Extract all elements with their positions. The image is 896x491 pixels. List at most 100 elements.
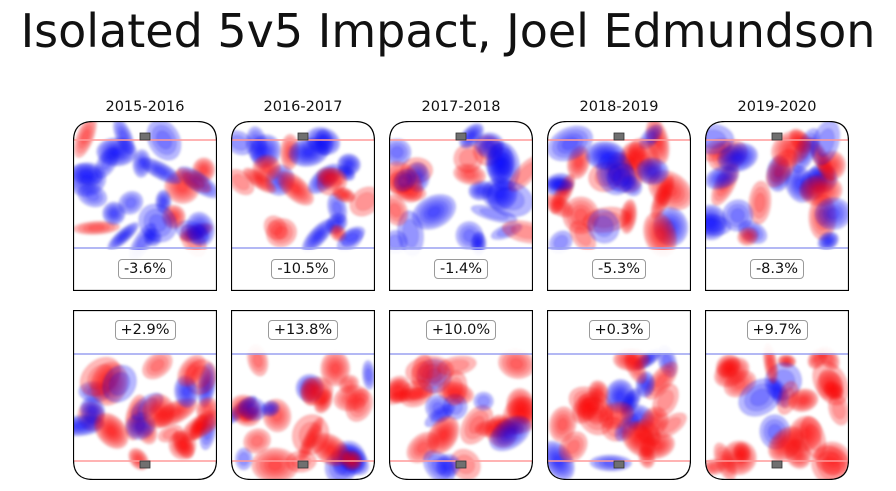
defence-rink: +2.9% (73, 310, 217, 480)
negative-impact-blob (238, 397, 267, 421)
contour-level (503, 428, 517, 439)
contour-level (325, 173, 336, 182)
goal-net (771, 132, 783, 141)
positive-impact-blob (329, 224, 347, 242)
contour-level (182, 386, 190, 397)
rink-svg (705, 121, 849, 291)
contour-level (154, 166, 167, 175)
contour-level (496, 158, 504, 168)
contour-level (574, 226, 592, 246)
contour-level (612, 168, 631, 187)
positive-impact-blob (715, 354, 741, 378)
contour-level (724, 363, 732, 370)
heat-layer (389, 123, 533, 291)
contour-level (826, 207, 840, 220)
contour-level (647, 167, 658, 176)
defence-rink: +0.3% (547, 310, 691, 480)
contour-level (274, 226, 289, 240)
contour-level (330, 363, 340, 374)
positive-impact-blob (768, 426, 804, 462)
positive-impact-blob (231, 169, 255, 196)
negative-impact-blob (738, 378, 782, 417)
contour-level (738, 448, 746, 456)
contour-level (557, 418, 568, 431)
contour-level (75, 422, 88, 429)
offence-rink: -1.4% (389, 121, 533, 291)
positive-impact-blob (547, 194, 573, 218)
positive-impact-blob (389, 194, 408, 226)
rink-outline (231, 310, 375, 480)
negative-impact-blob (288, 137, 329, 167)
negative-impact-blob (722, 199, 754, 232)
positive-impact-blob (172, 431, 195, 459)
positive-impact-blob (619, 199, 637, 234)
contour-level (566, 439, 580, 454)
contour-level (125, 197, 137, 209)
positive-impact-blob (73, 121, 97, 158)
season-label: 2015-2016 (105, 99, 185, 115)
positive-impact-blob (427, 416, 460, 454)
contour-level (397, 173, 412, 188)
negative-impact-blob (587, 209, 620, 244)
offence-rink: -8.3% (705, 121, 849, 291)
positive-impact-blob (643, 212, 677, 258)
contour-level (182, 172, 205, 188)
contour-level (108, 372, 131, 396)
contour-level (468, 132, 475, 140)
positive-impact-blob (652, 383, 679, 418)
negative-impact-blob (102, 365, 137, 403)
positive-impact-blob (94, 412, 129, 449)
contour-level (408, 387, 424, 400)
defence-rink: +9.7% (705, 310, 849, 480)
contour-level (709, 464, 718, 471)
contour-level (88, 406, 97, 415)
positive-impact-blob (181, 410, 217, 442)
contour-level (805, 424, 822, 451)
positive-impact-blob (816, 370, 844, 401)
negative-impact-blob (636, 157, 669, 185)
rink-outline (231, 121, 375, 291)
season-label: 2017-2018 (421, 99, 501, 115)
negative-impact-blob (186, 212, 215, 247)
offence-rink: -3.6% (73, 121, 217, 291)
contour-level (88, 225, 105, 231)
contour-level (176, 182, 188, 193)
contour-level (825, 238, 832, 244)
positive-impact-blob (502, 220, 533, 244)
positive-impact-blob (800, 416, 826, 459)
rink-outline (389, 310, 533, 480)
contour-level (655, 373, 668, 388)
negative-impact-blob (393, 169, 416, 192)
heat-layer (73, 310, 217, 471)
negative-impact-blob (485, 142, 515, 184)
positive-impact-blob (312, 433, 350, 467)
contour-level (657, 389, 674, 411)
contour-level (365, 368, 372, 382)
contour-level (610, 410, 623, 421)
negative-impact-blob (815, 197, 849, 230)
negative-impact-blob (73, 414, 105, 437)
contour-level (135, 421, 146, 432)
goal-net (455, 132, 467, 141)
negative-impact-blob (425, 394, 452, 422)
contour-level (119, 232, 128, 240)
contour-level (250, 435, 264, 447)
positive-impact-blob (128, 448, 149, 471)
defence-rink: +10.0% (389, 310, 533, 480)
contour-level (334, 229, 342, 237)
positive-impact-blob (349, 186, 375, 217)
goal-net (613, 132, 625, 141)
negative-impact-blob (138, 203, 178, 243)
neutral-zone (73, 250, 217, 291)
contour-level (553, 201, 564, 211)
positive-impact-blob (621, 420, 656, 457)
contour-level (389, 203, 402, 218)
contour-level (659, 191, 666, 203)
positive-impact-blob (300, 377, 320, 406)
season-label: 2018-2019 (579, 99, 659, 115)
rink-svg (231, 310, 375, 480)
goal-net (139, 132, 151, 141)
contour-level (463, 170, 476, 179)
heat-layer (547, 121, 691, 291)
positive-impact-blob (320, 350, 351, 387)
